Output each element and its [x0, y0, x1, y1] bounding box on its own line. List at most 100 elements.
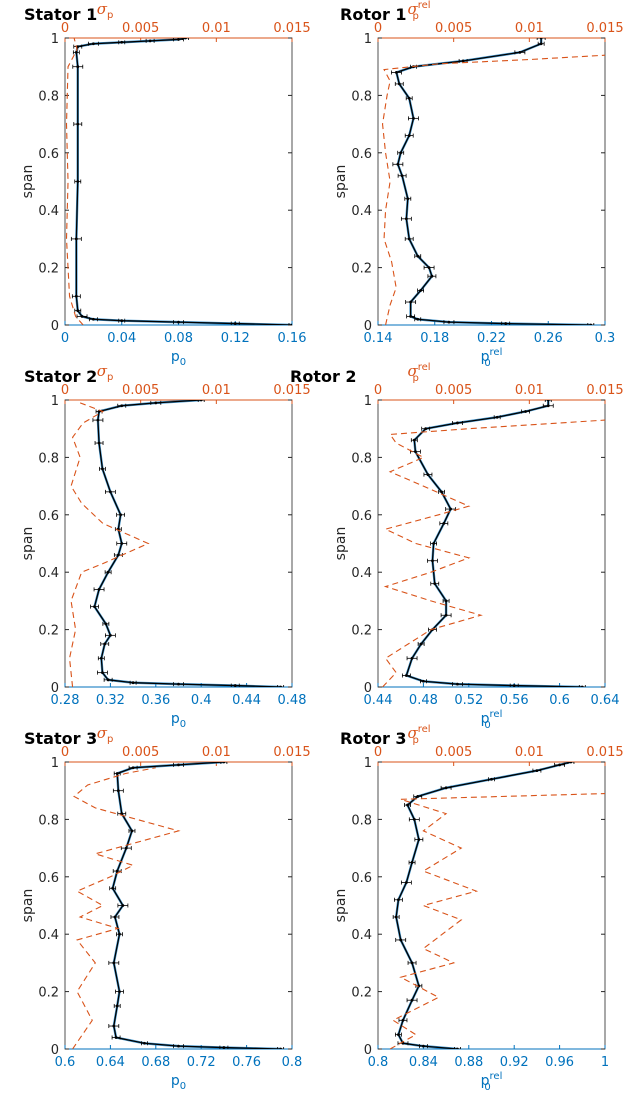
- x-tick-label: 0.8: [282, 1055, 303, 1070]
- y-tick-label: 1: [51, 756, 59, 771]
- x2-tick-label: 0: [374, 21, 382, 36]
- x-tick-label: 0.08: [164, 331, 193, 346]
- plot-frame: [64, 761, 293, 1050]
- y-tick-label: 0.8: [351, 813, 372, 828]
- y-tick-label: 0.8: [351, 451, 372, 466]
- x2-tick-label: 0: [374, 383, 382, 398]
- x2-tick-label: 0.01: [515, 745, 544, 760]
- x2-tick-label: 0: [61, 21, 69, 36]
- profile-series-line: [395, 38, 591, 325]
- subplot-4: Rotor 2 0.44 0.48 0.52 0.56 0.6 0.64 0 0.005 0.01…: [290, 362, 624, 731]
- x2-tick-label: 0.015: [273, 745, 310, 760]
- y-tick-label: 0.2: [38, 624, 59, 639]
- subplot-title: Stator 3: [24, 729, 97, 748]
- y-tick-label: 1: [364, 32, 372, 47]
- x2label-label: σp: [97, 724, 114, 745]
- x2label-label: σrel p: [407, 362, 430, 384]
- x-tick-label: 1: [601, 1055, 609, 1070]
- x-tick-label: 0.12: [221, 331, 250, 346]
- y-axis-label: span: [20, 165, 36, 199]
- x-tick-label: 0.04: [107, 331, 136, 346]
- x-tick-label: 0.88: [454, 1055, 483, 1070]
- y-axis-label: span: [333, 165, 349, 199]
- x2-tick-label: 0.01: [202, 383, 231, 398]
- subplot-5: Stator 3 0.6 0.64 0.68 0.72 0.76 0.8 0 0.005 0.01…: [20, 724, 311, 1092]
- x-tick-label: 0.48: [409, 693, 438, 708]
- x-tick-label: 0.14: [364, 331, 393, 346]
- y-tick-label: 0.6: [38, 509, 59, 524]
- subplot-6: Rotor 30.8 0.84 0.88 0.92 0.96 10 0.005 0.01 0.0…: [333, 724, 624, 1093]
- x2-tick-label: 0.01: [202, 21, 231, 36]
- x-tick-label: 0.56: [500, 693, 529, 708]
- profile-series-underlay: [395, 38, 591, 325]
- x-tick-label: 0.8: [368, 1055, 389, 1070]
- x2-tick-label: 0.01: [515, 383, 544, 398]
- x-tick-label: 0.6: [549, 693, 570, 708]
- y-tick-label: 1: [364, 756, 372, 771]
- y-axis-label: span: [20, 889, 36, 923]
- xlabel-label: p0: [171, 349, 186, 368]
- x2-tick-label: 0.005: [122, 745, 159, 760]
- x2-tick-label: 0: [61, 745, 69, 760]
- x2-tick-label: 0.005: [435, 383, 472, 398]
- xlabel-label: prel 0: [481, 709, 503, 731]
- y-tick-label: 0.4: [38, 204, 59, 219]
- y-tick-label: 0.6: [38, 147, 59, 162]
- plot-frame: [377, 37, 606, 326]
- x-tick-label: 0.32: [96, 693, 125, 708]
- profile-series: [90, 400, 285, 687]
- x-tick-label: 0.4: [191, 693, 212, 708]
- y-tick-label: 0.6: [351, 147, 372, 162]
- profile-series-underlay: [75, 38, 292, 325]
- x2-tick-label: 0.005: [435, 21, 472, 36]
- profile-series-underlay: [111, 762, 281, 1049]
- y-tick-label: 0: [51, 319, 59, 334]
- x2label-label: σrel p: [407, 724, 430, 746]
- x2-tick-label: 0.01: [202, 745, 231, 760]
- x-tick-label: 0.36: [141, 693, 170, 708]
- x-tick-label: 0.18: [420, 331, 449, 346]
- x-tick-label: 0.3: [595, 331, 616, 346]
- x2-tick-label: 0: [61, 383, 69, 398]
- subplot-1: Stator 10 0.04 0.08 0.12 0.160 0.005 0.01 0.015…: [20, 0, 311, 368]
- x-tick-label: 0: [61, 331, 69, 346]
- x2-tick-label: 0.005: [435, 745, 472, 760]
- x-tick-label: 0.68: [141, 1055, 170, 1070]
- y-tick-label: 0: [364, 1043, 372, 1058]
- x-tick-label: 0.28: [51, 693, 80, 708]
- y-tick-label: 0.6: [351, 871, 372, 886]
- y-tick-label: 1: [51, 32, 59, 47]
- subplot-3: Stator 2 0.28 0.32 0.36 0.4 0.44 0.48 0 0.005 0.0…: [20, 362, 311, 730]
- y-tick-label: 1: [364, 394, 372, 409]
- x2-tick-label: 0.015: [586, 745, 623, 760]
- y-tick-label: 0.6: [38, 871, 59, 886]
- x2-tick-label: 0.015: [586, 21, 623, 36]
- plot-frame: [64, 37, 293, 326]
- x2-tick-label: 0.005: [122, 21, 159, 36]
- xlabel-label: p0: [171, 711, 186, 730]
- x2label-label: σrel p: [407, 0, 430, 22]
- y-tick-label: 0.2: [351, 624, 372, 639]
- x-tick-label: 0.84: [409, 1055, 438, 1070]
- x-tick-label: 0.6: [55, 1055, 76, 1070]
- y-axis-label: span: [333, 527, 349, 561]
- y-tick-label: 0.8: [38, 813, 59, 828]
- sigma-series-line: [72, 767, 181, 1049]
- x2-tick-label: 0.015: [586, 383, 623, 398]
- x-tick-label: 0.52: [454, 693, 483, 708]
- sigma-series-line: [382, 419, 605, 687]
- y-tick-label: 0: [364, 319, 372, 334]
- profile-series-underlay: [394, 762, 572, 1049]
- x2label-label: σp: [97, 362, 114, 383]
- subplot-title: Stator 2: [24, 367, 97, 386]
- y-tick-label: 0.2: [38, 262, 59, 277]
- profile-series-line: [111, 762, 281, 1049]
- x2-tick-label: 0.01: [515, 21, 544, 36]
- x-tick-label: 0.92: [500, 1055, 529, 1070]
- x-tick-label: 0.26: [534, 331, 563, 346]
- xlabel-label: prel 0: [481, 1071, 503, 1093]
- subplot-title: Rotor 2: [290, 367, 357, 386]
- xlabel-label: prel 0: [481, 347, 503, 369]
- profile-series-line: [75, 38, 292, 325]
